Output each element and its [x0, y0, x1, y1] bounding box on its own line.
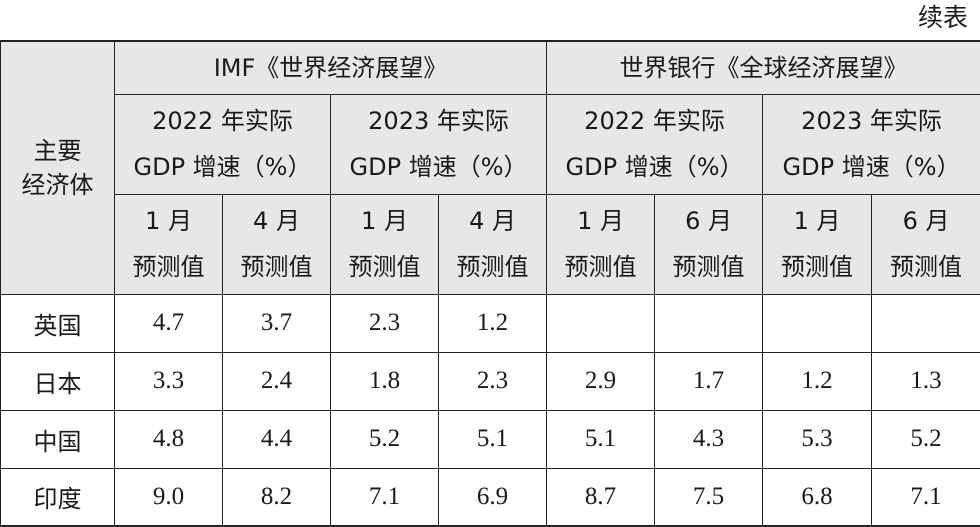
- table-row: 中国 4.8 4.4 5.2 5.1 5.1 4.3 5.3 5.2: [1, 410, 980, 468]
- table-cell: 2.3: [331, 294, 439, 352]
- table-cell: 9.0: [115, 468, 223, 526]
- column-header-type: 预测值: [115, 244, 222, 290]
- table-caption: 续表: [918, 2, 968, 34]
- table-cell: 2.4: [223, 352, 331, 410]
- column-header-type: 预测值: [763, 244, 871, 290]
- row-label: 印度: [1, 468, 115, 526]
- column-header-type: 预测值: [439, 244, 546, 290]
- subgroup-line-2: GDP 增速（%）: [331, 144, 546, 190]
- table-cell: 2.9: [547, 352, 655, 410]
- row-label: 日本: [1, 352, 115, 410]
- corner-line-2: 经济体: [1, 168, 114, 202]
- table-cell: [763, 294, 872, 352]
- table-row: 英国 4.7 3.7 2.3 1.2: [1, 294, 980, 352]
- subgroup-header: 2022 年实际 GDP 增速（%）: [115, 94, 331, 194]
- corner-line-1: 主要: [1, 134, 114, 168]
- table-cell: 6.8: [763, 468, 872, 526]
- subgroup-line-1: 2023 年实际: [331, 98, 546, 144]
- table-cell: 4.3: [655, 410, 763, 468]
- column-header-month: 4 月: [439, 198, 546, 244]
- column-header-month: 1 月: [763, 198, 871, 244]
- table-cell: 8.7: [547, 468, 655, 526]
- header-corner: 主要 经济体: [1, 41, 115, 294]
- subgroup-header: 2023 年实际 GDP 增速（%）: [763, 94, 980, 194]
- column-header-month: 1 月: [331, 198, 438, 244]
- row-label: 中国: [1, 410, 115, 468]
- group-header-worldbank: 世界银行《全球经济展望》: [547, 41, 980, 94]
- column-header: 1 月预测值: [115, 194, 223, 294]
- table-cell: 5.2: [331, 410, 439, 468]
- column-header: 6 月预测值: [872, 194, 980, 294]
- table-cell: 4.8: [115, 410, 223, 468]
- row-label: 英国: [1, 294, 115, 352]
- column-header-month: 1 月: [547, 198, 654, 244]
- gdp-forecast-table: 主要 经济体 IMF《世界经济展望》 世界银行《全球经济展望》 2022 年实际…: [0, 40, 980, 527]
- subgroup-line-2: GDP 增速（%）: [115, 144, 330, 190]
- subgroup-header: 2022 年实际 GDP 增速（%）: [547, 94, 763, 194]
- table-row: 印度 9.0 8.2 7.1 6.9 8.7 7.5 6.8 7.1: [1, 468, 980, 526]
- subgroup-line-2: GDP 增速（%）: [547, 144, 762, 190]
- table-cell: 3.7: [223, 294, 331, 352]
- table-cell: 4.7: [115, 294, 223, 352]
- subgroup-line-1: 2022 年实际: [547, 98, 762, 144]
- column-header-type: 预测值: [547, 244, 654, 290]
- table-cell: 1.8: [331, 352, 439, 410]
- column-header-type: 预测值: [223, 244, 330, 290]
- column-header-month: 4 月: [223, 198, 330, 244]
- column-header-type: 预测值: [655, 244, 762, 290]
- table-cell: 2.3: [439, 352, 547, 410]
- table-cell: 4.4: [223, 410, 331, 468]
- table-cell: 7.1: [872, 468, 980, 526]
- subgroup-line-1: 2022 年实际: [115, 98, 330, 144]
- column-header: 1 月预测值: [547, 194, 655, 294]
- table-cell: 5.2: [872, 410, 980, 468]
- column-header: 4 月预测值: [223, 194, 331, 294]
- column-header: 1 月预测值: [763, 194, 872, 294]
- header-row-subgroups: 2022 年实际 GDP 增速（%） 2023 年实际 GDP 增速（%） 20…: [1, 94, 980, 194]
- table-cell: 6.9: [439, 468, 547, 526]
- column-header-month: 1 月: [115, 198, 222, 244]
- column-header: 1 月预测值: [331, 194, 439, 294]
- table-cell: 7.5: [655, 468, 763, 526]
- table-cell: [872, 294, 980, 352]
- table-cell: [547, 294, 655, 352]
- group-header-imf: IMF《世界经济展望》: [115, 41, 547, 94]
- table-cell: 1.2: [763, 352, 872, 410]
- table-row: 日本 3.3 2.4 1.8 2.3 2.9 1.7 1.2 1.3: [1, 352, 980, 410]
- column-header-type: 预测值: [872, 244, 980, 290]
- table-cell: 7.1: [331, 468, 439, 526]
- column-header: 6 月预测值: [655, 194, 763, 294]
- table-cell: [655, 294, 763, 352]
- subgroup-header: 2023 年实际 GDP 增速（%）: [331, 94, 547, 194]
- subgroup-line-1: 2023 年实际: [763, 98, 980, 144]
- table-cell: 1.2: [439, 294, 547, 352]
- header-row-groups: 主要 经济体 IMF《世界经济展望》 世界银行《全球经济展望》: [1, 41, 980, 94]
- table-cell: 8.2: [223, 468, 331, 526]
- table-cell: 3.3: [115, 352, 223, 410]
- header-row-columns: 1 月预测值 4 月预测值 1 月预测值 4 月预测值 1 月预测值 6 月预测…: [1, 194, 980, 294]
- column-header-type: 预测值: [331, 244, 438, 290]
- column-header: 4 月预测值: [439, 194, 547, 294]
- table-cell: 5.1: [439, 410, 547, 468]
- table-cell: 1.7: [655, 352, 763, 410]
- table-cell: 5.3: [763, 410, 872, 468]
- subgroup-line-2: GDP 增速（%）: [763, 144, 980, 190]
- table-cell: 1.3: [872, 352, 980, 410]
- column-header-month: 6 月: [872, 198, 980, 244]
- table-cell: 5.1: [547, 410, 655, 468]
- column-header-month: 6 月: [655, 198, 762, 244]
